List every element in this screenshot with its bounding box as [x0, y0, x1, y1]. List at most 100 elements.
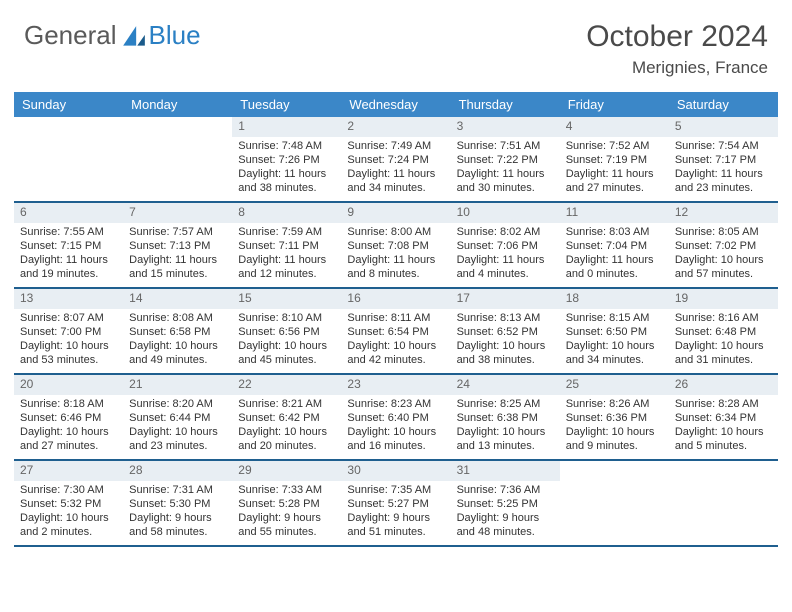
sunset-text: Sunset: 6:58 PM: [129, 325, 226, 339]
sunset-text: Sunset: 7:11 PM: [238, 239, 335, 253]
calendar-cell: 6Sunrise: 7:55 AMSunset: 7:15 PMDaylight…: [14, 203, 123, 287]
day-number: 14: [123, 289, 232, 309]
sunrise-text: Sunrise: 8:21 AM: [238, 397, 335, 411]
day-number: 19: [669, 289, 778, 309]
day-number: 18: [560, 289, 669, 309]
daylight-text: Daylight: 11 hours and 0 minutes.: [566, 253, 663, 282]
sunrise-text: Sunrise: 7:36 AM: [457, 483, 554, 497]
day-number: 5: [669, 117, 778, 137]
week-row: 13Sunrise: 8:07 AMSunset: 7:00 PMDayligh…: [14, 289, 778, 375]
weekday-header: Friday: [560, 92, 669, 117]
weekday-header: Monday: [123, 92, 232, 117]
sunset-text: Sunset: 7:13 PM: [129, 239, 226, 253]
day-number: 21: [123, 375, 232, 395]
calendar-cell: 23Sunrise: 8:23 AMSunset: 6:40 PMDayligh…: [341, 375, 450, 459]
sunrise-text: Sunrise: 7:52 AM: [566, 139, 663, 153]
calendar-cell: 15Sunrise: 8:10 AMSunset: 6:56 PMDayligh…: [232, 289, 341, 373]
sunrise-text: Sunrise: 8:10 AM: [238, 311, 335, 325]
day-details: Sunrise: 8:00 AMSunset: 7:08 PMDaylight:…: [341, 223, 450, 286]
sunrise-text: Sunrise: 8:18 AM: [20, 397, 117, 411]
calendar-cell: 20Sunrise: 8:18 AMSunset: 6:46 PMDayligh…: [14, 375, 123, 459]
daylight-text: Daylight: 11 hours and 4 minutes.: [457, 253, 554, 282]
brand-logo: General Blue: [24, 20, 201, 51]
daylight-text: Daylight: 10 hours and 38 minutes.: [457, 339, 554, 368]
daylight-text: Daylight: 10 hours and 53 minutes.: [20, 339, 117, 368]
day-number: 28: [123, 461, 232, 481]
sunset-text: Sunset: 5:25 PM: [457, 497, 554, 511]
day-details: Sunrise: 7:57 AMSunset: 7:13 PMDaylight:…: [123, 223, 232, 286]
day-details: Sunrise: 7:30 AMSunset: 5:32 PMDaylight:…: [14, 481, 123, 544]
calendar-cell: 16Sunrise: 8:11 AMSunset: 6:54 PMDayligh…: [341, 289, 450, 373]
day-number: 17: [451, 289, 560, 309]
day-number: 16: [341, 289, 450, 309]
calendar-cell: 10Sunrise: 8:02 AMSunset: 7:06 PMDayligh…: [451, 203, 560, 287]
sunset-text: Sunset: 5:28 PM: [238, 497, 335, 511]
daylight-text: Daylight: 10 hours and 20 minutes.: [238, 425, 335, 454]
daylight-text: Daylight: 11 hours and 12 minutes.: [238, 253, 335, 282]
day-number: 10: [451, 203, 560, 223]
calendar-cell: 5Sunrise: 7:54 AMSunset: 7:17 PMDaylight…: [669, 117, 778, 201]
brand-text-blue: Blue: [149, 20, 201, 51]
daylight-text: Daylight: 11 hours and 27 minutes.: [566, 167, 663, 196]
day-number: 2: [341, 117, 450, 137]
calendar-cell: 19Sunrise: 8:16 AMSunset: 6:48 PMDayligh…: [669, 289, 778, 373]
sunset-text: Sunset: 5:27 PM: [347, 497, 444, 511]
sunrise-text: Sunrise: 7:48 AM: [238, 139, 335, 153]
day-details: Sunrise: 8:16 AMSunset: 6:48 PMDaylight:…: [669, 309, 778, 372]
day-details: Sunrise: 7:59 AMSunset: 7:11 PMDaylight:…: [232, 223, 341, 286]
calendar-cell: 12Sunrise: 8:05 AMSunset: 7:02 PMDayligh…: [669, 203, 778, 287]
sunset-text: Sunset: 6:36 PM: [566, 411, 663, 425]
day-details: Sunrise: 8:15 AMSunset: 6:50 PMDaylight:…: [560, 309, 669, 372]
day-details: Sunrise: 7:54 AMSunset: 7:17 PMDaylight:…: [669, 137, 778, 200]
day-details: Sunrise: 8:03 AMSunset: 7:04 PMDaylight:…: [560, 223, 669, 286]
day-number: 13: [14, 289, 123, 309]
calendar-grid: Sunday Monday Tuesday Wednesday Thursday…: [14, 92, 778, 547]
day-details: Sunrise: 7:48 AMSunset: 7:26 PMDaylight:…: [232, 137, 341, 200]
day-details: Sunrise: 8:10 AMSunset: 6:56 PMDaylight:…: [232, 309, 341, 372]
weekday-header: Wednesday: [341, 92, 450, 117]
calendar-cell: 13Sunrise: 8:07 AMSunset: 7:00 PMDayligh…: [14, 289, 123, 373]
day-number: 25: [560, 375, 669, 395]
weekday-header-row: Sunday Monday Tuesday Wednesday Thursday…: [14, 92, 778, 117]
daylight-text: Daylight: 10 hours and 42 minutes.: [347, 339, 444, 368]
calendar-cell: 22Sunrise: 8:21 AMSunset: 6:42 PMDayligh…: [232, 375, 341, 459]
sunset-text: Sunset: 6:44 PM: [129, 411, 226, 425]
page-title: October 2024: [586, 20, 768, 54]
sunset-text: Sunset: 6:34 PM: [675, 411, 772, 425]
sunrise-text: Sunrise: 7:57 AM: [129, 225, 226, 239]
day-details: Sunrise: 8:13 AMSunset: 6:52 PMDaylight:…: [451, 309, 560, 372]
calendar-cell: 7Sunrise: 7:57 AMSunset: 7:13 PMDaylight…: [123, 203, 232, 287]
sunrise-text: Sunrise: 7:30 AM: [20, 483, 117, 497]
sunrise-text: Sunrise: 7:31 AM: [129, 483, 226, 497]
daylight-text: Daylight: 10 hours and 45 minutes.: [238, 339, 335, 368]
calendar-cell-empty: [669, 461, 778, 545]
day-details: Sunrise: 8:23 AMSunset: 6:40 PMDaylight:…: [341, 395, 450, 458]
weekday-header: Saturday: [669, 92, 778, 117]
sunrise-text: Sunrise: 8:16 AM: [675, 311, 772, 325]
sunrise-text: Sunrise: 8:03 AM: [566, 225, 663, 239]
calendar-cell-empty: [14, 117, 123, 201]
sunrise-text: Sunrise: 8:28 AM: [675, 397, 772, 411]
day-details: Sunrise: 8:07 AMSunset: 7:00 PMDaylight:…: [14, 309, 123, 372]
calendar-cell: 1Sunrise: 7:48 AMSunset: 7:26 PMDaylight…: [232, 117, 341, 201]
sunrise-text: Sunrise: 7:55 AM: [20, 225, 117, 239]
sunset-text: Sunset: 7:17 PM: [675, 153, 772, 167]
day-details: Sunrise: 7:33 AMSunset: 5:28 PMDaylight:…: [232, 481, 341, 544]
week-row: 27Sunrise: 7:30 AMSunset: 5:32 PMDayligh…: [14, 461, 778, 547]
sunrise-text: Sunrise: 7:35 AM: [347, 483, 444, 497]
sunrise-text: Sunrise: 8:26 AM: [566, 397, 663, 411]
sunset-text: Sunset: 7:19 PM: [566, 153, 663, 167]
day-details: Sunrise: 8:20 AMSunset: 6:44 PMDaylight:…: [123, 395, 232, 458]
daylight-text: Daylight: 11 hours and 15 minutes.: [129, 253, 226, 282]
sunset-text: Sunset: 6:48 PM: [675, 325, 772, 339]
day-details: Sunrise: 8:08 AMSunset: 6:58 PMDaylight:…: [123, 309, 232, 372]
calendar-cell-empty: [560, 461, 669, 545]
day-details: Sunrise: 7:52 AMSunset: 7:19 PMDaylight:…: [560, 137, 669, 200]
day-number: 24: [451, 375, 560, 395]
day-number: 29: [232, 461, 341, 481]
day-number: 7: [123, 203, 232, 223]
sunrise-text: Sunrise: 7:51 AM: [457, 139, 554, 153]
sunset-text: Sunset: 7:06 PM: [457, 239, 554, 253]
sunset-text: Sunset: 6:46 PM: [20, 411, 117, 425]
brand-text-general: General: [24, 20, 117, 51]
